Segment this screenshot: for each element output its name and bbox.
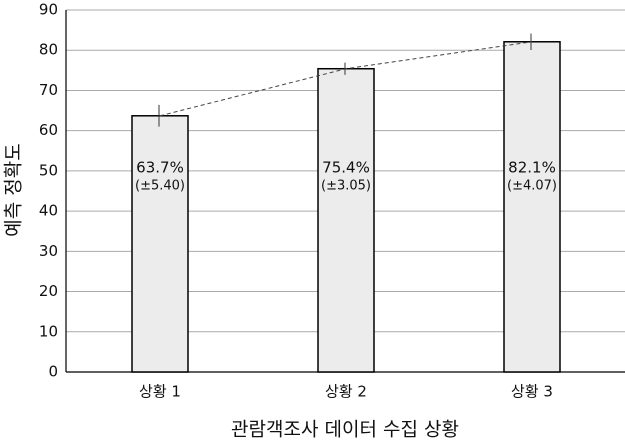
trend-line [159,41,533,117]
y-tick-label: 60 [39,121,58,139]
y-tick-label: 20 [39,282,58,300]
y-tick-label: 40 [39,202,58,220]
y-tick-label: 50 [39,161,58,179]
value-label: 63.7% [136,159,184,177]
y-tick-label: 80 [39,41,58,59]
bar [131,115,189,373]
x-axis-title: 관람객조사 데이터 수집 상황 [231,419,459,441]
y-tick-label: 0 [48,363,58,381]
error-label: (±4.07) [507,179,557,194]
x-tick-label: 상황 2 [325,383,367,401]
y-tick-label: 70 [39,81,58,99]
value-label: 75.4% [322,159,370,177]
value-label: 82.1% [508,159,556,177]
y-tick-label: 90 [39,1,58,19]
error-label: (±5.40) [135,179,185,194]
x-tick-label: 상황 1 [139,383,181,401]
error-label: (±3.05) [321,179,371,194]
y-tick-label: 30 [39,242,58,260]
bar [317,67,375,373]
y-axis-title: 예측 정확도 [3,143,25,236]
x-tick-label: 상황 3 [511,383,553,401]
bar [503,41,561,373]
y-tick-label: 10 [39,322,58,340]
